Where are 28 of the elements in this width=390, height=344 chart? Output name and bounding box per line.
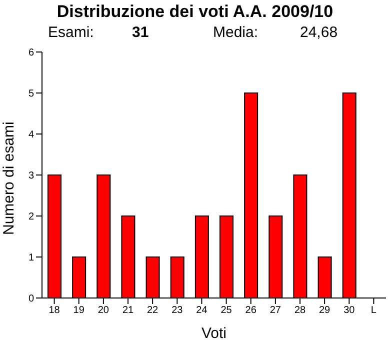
y-tick-label: 6: [28, 48, 34, 59]
y-tick-label: 4: [28, 130, 34, 141]
y-tick-label: 2: [28, 212, 34, 223]
y-tick-label: 0: [28, 294, 34, 305]
y-tick-label: 3: [28, 170, 34, 182]
x-tick-label: 18: [48, 305, 60, 316]
chart-title: Distribuzione dei voti A.A. 2009/10: [56, 2, 334, 22]
x-tick-label: 19: [73, 305, 85, 316]
text: 24,68: [300, 24, 338, 41]
x-tick-label: 30: [344, 305, 356, 316]
x-tick-label: 27: [270, 305, 282, 316]
x-tick-label: 24: [196, 305, 208, 316]
y-axis-title: Numero di esami: [0, 122, 18, 235]
x-tick-label: 26: [245, 305, 257, 316]
x-tick-label: L: [370, 305, 377, 316]
y-tick-label: 1: [28, 252, 34, 264]
x-tick-label: 28: [294, 305, 306, 316]
y-tick-label: 5: [28, 88, 34, 100]
x-tick-label: 29: [319, 305, 331, 316]
x-tick-label: 21: [122, 305, 134, 316]
x-tick-label: 25: [220, 305, 232, 316]
x-tick-label: 22: [147, 305, 159, 316]
x-tick-label: 23: [172, 305, 184, 316]
text: 31: [132, 24, 149, 41]
text: Esami:: [48, 24, 94, 41]
x-tick-label: 20: [98, 305, 110, 316]
text: Media:: [213, 24, 258, 41]
x-axis-title: Voti: [201, 325, 227, 342]
